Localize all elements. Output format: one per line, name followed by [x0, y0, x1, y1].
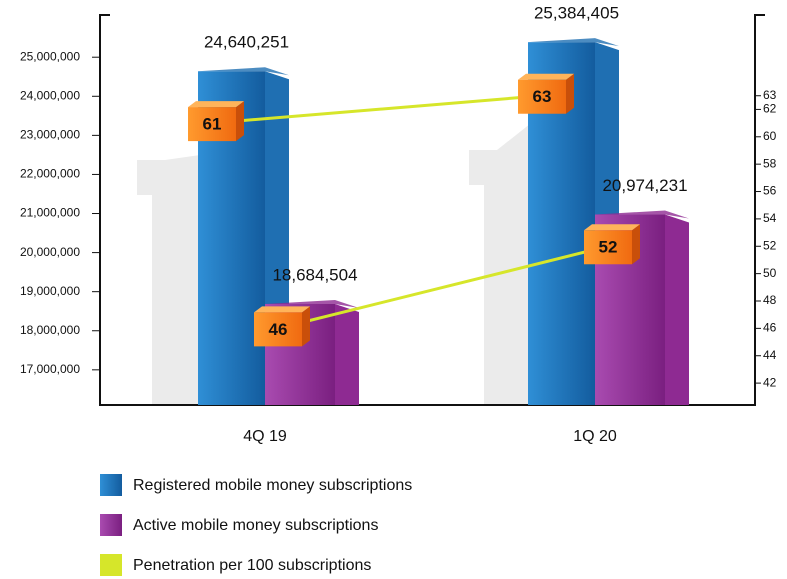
y2-tick-label: 60 — [763, 129, 777, 143]
penetration-label: 63 — [533, 87, 552, 106]
penetration-box-top — [584, 224, 640, 231]
penetration-box — [188, 107, 236, 142]
legend-label: Active mobile money subscriptions — [133, 517, 378, 534]
legend-swatch — [100, 514, 122, 536]
penetration-box-side — [632, 224, 640, 265]
penetration-label: 61 — [203, 115, 222, 134]
x-tick-label: 4Q 19 — [243, 428, 287, 445]
penetration-line — [211, 94, 543, 125]
penetration-box-side — [566, 73, 574, 114]
y2-tick-label: 58 — [763, 156, 777, 170]
penetration-line — [277, 244, 609, 330]
penetration-box-top — [518, 73, 574, 80]
penetration-box-top — [254, 306, 310, 313]
penetration-box-side — [302, 306, 310, 347]
penetration-label: 46 — [269, 320, 288, 339]
legend-swatch — [100, 554, 122, 576]
y-tick-label: 23,000,000 — [20, 128, 80, 142]
legend-label: Penetration per 100 subscriptions — [133, 557, 371, 574]
y-tick-label: 18,000,000 — [20, 323, 80, 337]
penetration-box — [518, 79, 566, 114]
decoration — [137, 120, 535, 405]
value-label: 18,684,504 — [272, 265, 357, 284]
y2-tick-label: 46 — [763, 321, 777, 335]
y-tick-label: 22,000,000 — [20, 167, 80, 181]
penetration-box-top — [188, 101, 244, 108]
penetration-label: 52 — [599, 238, 618, 257]
y2-tick-label: 56 — [763, 184, 777, 198]
value-label: 25,384,405 — [534, 4, 619, 23]
y2-tick-label: 62 — [763, 102, 777, 116]
x-tick-label: 1Q 20 — [573, 428, 617, 445]
bar-side — [335, 304, 359, 405]
legend-swatch — [100, 474, 122, 496]
y-tick-label: 21,000,000 — [20, 206, 80, 220]
y2-tick-label: 50 — [763, 266, 777, 280]
bar-side — [665, 214, 689, 405]
penetration-box — [584, 230, 632, 265]
y2-tick-label: 48 — [763, 293, 777, 307]
value-label: 20,974,231 — [602, 176, 687, 195]
legend-label: Registered mobile money subscriptions — [133, 477, 412, 494]
y-tick-label: 17,000,000 — [20, 362, 80, 376]
axis-frame — [99, 14, 765, 406]
y-tick-label: 24,000,000 — [20, 88, 80, 102]
y2-tick-label: 54 — [763, 211, 777, 225]
y-tick-label: 19,000,000 — [20, 284, 80, 298]
y2-tick-label: 52 — [763, 238, 777, 252]
y-tick-label: 20,000,000 — [20, 245, 80, 259]
y2-tick-label: 44 — [763, 348, 777, 362]
y2-tick-label: 63 — [763, 88, 777, 102]
value-label: 24,640,251 — [204, 33, 289, 52]
y2-tick-label: 42 — [763, 375, 777, 389]
penetration-box-side — [236, 101, 244, 142]
y-tick-label: 25,000,000 — [20, 49, 80, 63]
penetration-box — [254, 312, 302, 347]
